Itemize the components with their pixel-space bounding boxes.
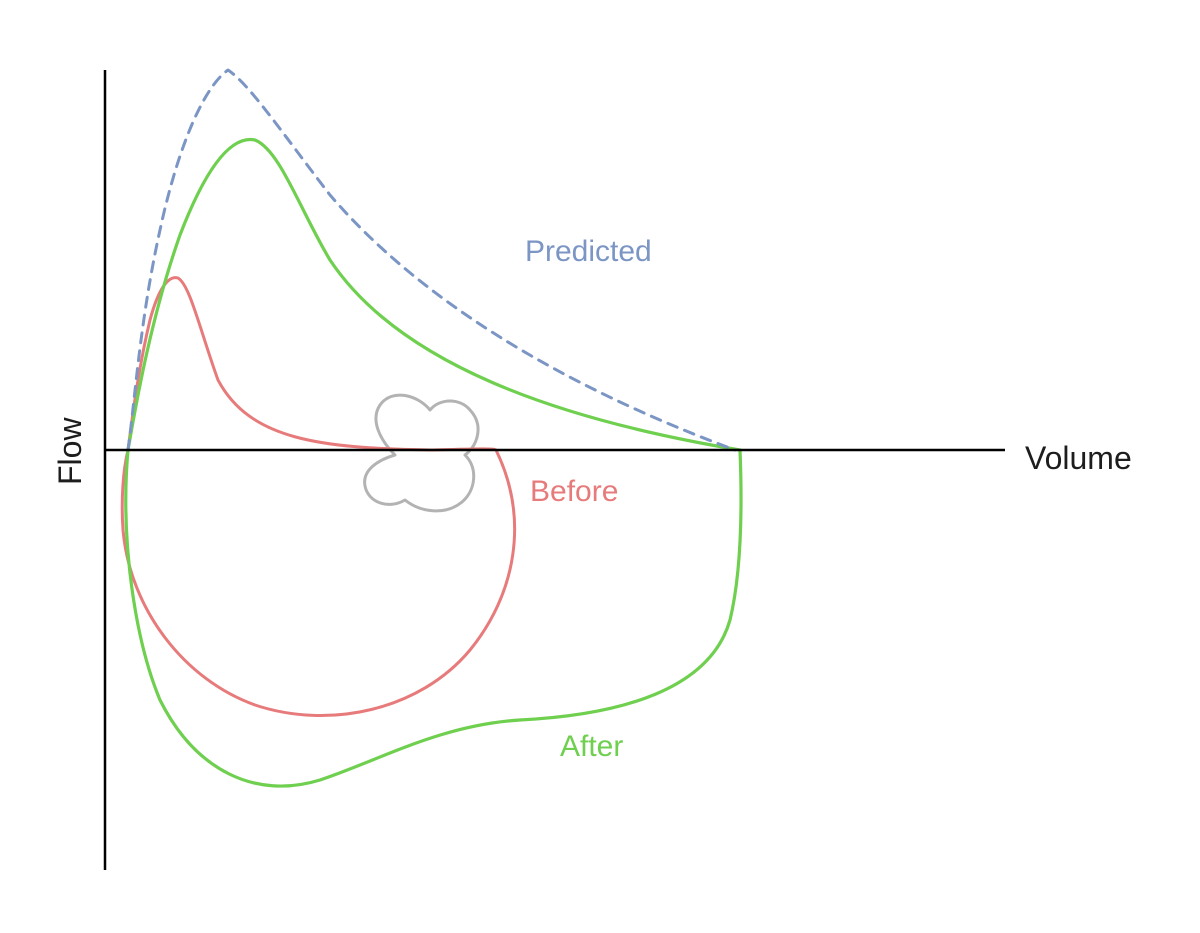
series-before xyxy=(122,278,514,716)
label-before: Before xyxy=(530,475,618,509)
label-after: After xyxy=(560,730,623,764)
series-group xyxy=(122,70,741,786)
y-axis-label: Flow xyxy=(52,417,89,485)
flow-volume-chart xyxy=(0,0,1200,933)
label-predicted: Predicted xyxy=(525,235,652,269)
chart-stage: Volume Flow Predicted Before After xyxy=(0,0,1200,933)
x-axis-label: Volume xyxy=(1025,440,1132,477)
series-tidal xyxy=(365,395,478,511)
axes-group xyxy=(105,70,1005,870)
